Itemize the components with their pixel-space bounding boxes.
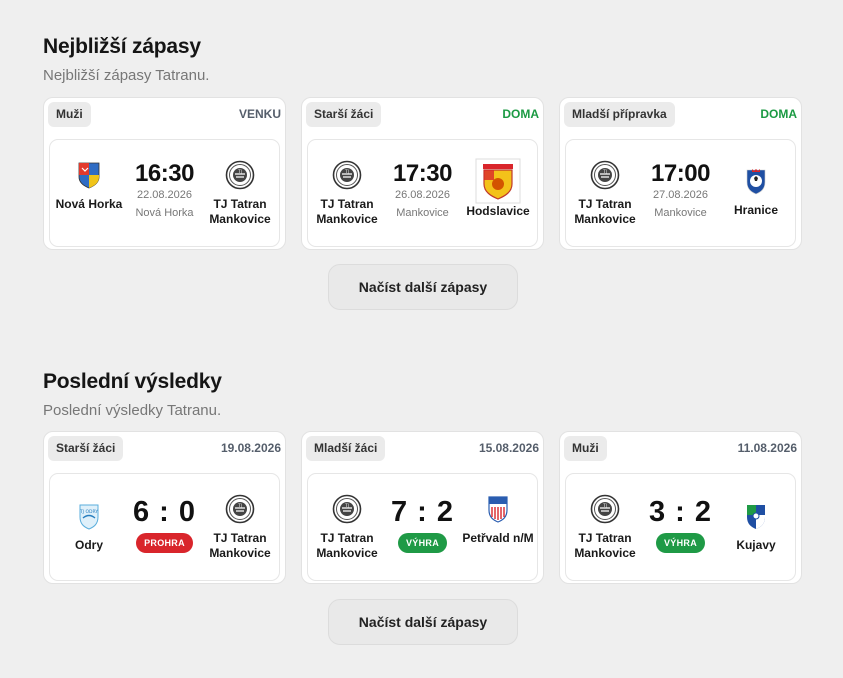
match-time: 17:30 bbox=[393, 160, 452, 187]
category-badge: Starší žáci bbox=[48, 436, 124, 461]
load-more-upcoming-button[interactable]: Načíst další zápasy bbox=[328, 264, 518, 310]
away-team-name: Hodslavice bbox=[466, 204, 530, 218]
tatran-crest-icon bbox=[332, 160, 362, 190]
match-score: 7 : 2 bbox=[390, 496, 455, 528]
section-title: Nejbližší zápasy bbox=[43, 35, 201, 58]
away-team-name: Petřvald n/M bbox=[462, 531, 534, 545]
venue-label: DOMA bbox=[502, 107, 539, 121]
result-badge: PROHRA bbox=[136, 533, 193, 553]
load-more-results-button[interactable]: Načíst další zápasy bbox=[328, 599, 518, 645]
venue-label: DOMA bbox=[760, 107, 797, 121]
away-team-name: TJ Tatran Mankovice bbox=[209, 197, 271, 226]
tatran-crest-icon bbox=[590, 160, 620, 190]
kujavy-crest-icon bbox=[747, 505, 765, 529]
svg-text:TJ ODRY: TJ ODRY bbox=[79, 509, 98, 515]
away-team-name: Kujavy bbox=[736, 538, 776, 552]
result-badge: VÝHRA bbox=[397, 533, 447, 553]
category-badge: Mladší přípravka bbox=[564, 102, 675, 127]
match-card[interactable]: Starší žáci DOMA TJ Tatran Mankovice 17:… bbox=[301, 97, 544, 250]
match-place: Mankovice bbox=[396, 207, 449, 219]
away-team-name: TJ Tatran Mankovice bbox=[209, 531, 271, 560]
match-card[interactable]: Muži VENKU Nová Horka 16:30 22.08.2026 bbox=[43, 97, 286, 250]
match-score: 6 : 0 bbox=[132, 496, 197, 528]
tatran-crest-icon bbox=[590, 494, 620, 524]
venue-label: VENKU bbox=[238, 107, 281, 121]
tatran-crest-icon bbox=[225, 160, 255, 190]
match-date: 22.08.2026 bbox=[136, 189, 193, 201]
match-time: 17:00 bbox=[651, 160, 710, 187]
section-title: Poslední výsledky bbox=[43, 370, 222, 393]
section-subtitle: Poslední výsledky Tatranu. bbox=[43, 402, 222, 419]
result-date: 15.08.2026 bbox=[478, 441, 539, 455]
home-team-name: TJ Tatran Mankovice bbox=[574, 197, 636, 226]
section-subtitle: Nejbližší zápasy Tatranu. bbox=[43, 67, 210, 84]
away-team-name: Hranice bbox=[733, 203, 779, 217]
category-badge: Muži bbox=[48, 102, 91, 127]
match-score: 3 : 2 bbox=[648, 496, 713, 528]
nova-horka-crest-icon bbox=[78, 162, 100, 189]
result-date: 11.08.2026 bbox=[737, 441, 797, 455]
hodslavice-crest-icon bbox=[475, 158, 521, 204]
hranice-crest-icon bbox=[746, 169, 766, 195]
category-badge: Mladší žáci bbox=[306, 436, 386, 461]
match-place: Mankovice bbox=[654, 207, 707, 219]
tatran-crest-icon bbox=[225, 494, 255, 524]
category-badge: Starší žáci bbox=[306, 102, 382, 127]
petrvald-crest-icon bbox=[488, 496, 508, 523]
upcoming-cards: Muži VENKU Nová Horka 16:30 22.08.2026 bbox=[43, 97, 802, 250]
result-card[interactable]: Starší žáci 19.08.2026 TJ ODRY Odry 6 : … bbox=[43, 431, 286, 584]
result-date: 19.08.2026 bbox=[220, 441, 281, 455]
tatran-crest-icon bbox=[332, 494, 362, 524]
home-team-name: TJ Tatran Mankovice bbox=[316, 531, 378, 560]
match-card[interactable]: Mladší přípravka DOMA TJ Tatran Mankovic… bbox=[559, 97, 802, 250]
result-badge: VÝHRA bbox=[655, 533, 705, 553]
match-date: 26.08.2026 bbox=[394, 189, 451, 201]
upcoming-section: Nejbližší zápasy Nejbližší zápasy Tatran… bbox=[43, 35, 803, 310]
category-badge: Muži bbox=[564, 436, 607, 461]
match-place: Nová Horka bbox=[135, 207, 194, 219]
match-time: 16:30 bbox=[135, 160, 194, 187]
match-date: 27.08.2026 bbox=[652, 189, 709, 201]
home-team-name: Odry bbox=[74, 538, 103, 552]
home-team-name: Nová Horka bbox=[55, 197, 123, 211]
results-cards: Starší žáci 19.08.2026 TJ ODRY Odry 6 : … bbox=[43, 431, 802, 584]
result-card[interactable]: Mladší žáci 15.08.2026 TJ Tatran Mankovi… bbox=[301, 431, 544, 584]
result-card[interactable]: Muži 11.08.2026 TJ Tatran Mankovice 3 : … bbox=[559, 431, 802, 584]
results-section: Poslední výsledky Poslední výsledky Tatr… bbox=[43, 370, 803, 645]
home-team-name: TJ Tatran Mankovice bbox=[316, 197, 378, 226]
odry-crest-icon: TJ ODRY bbox=[79, 504, 99, 530]
home-team-name: TJ Tatran Mankovice bbox=[574, 531, 636, 560]
